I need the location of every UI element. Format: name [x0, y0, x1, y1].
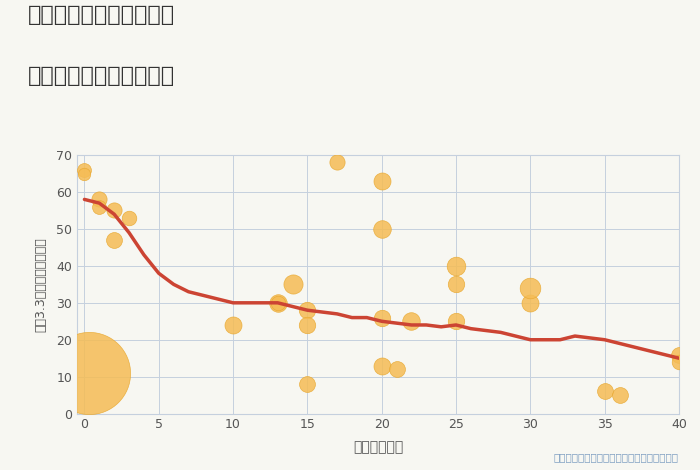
- Point: [302, 380, 313, 388]
- Point: [376, 314, 387, 321]
- Point: [228, 321, 239, 329]
- Point: [272, 299, 284, 306]
- Text: 築年数別中古戸建て価格: 築年数別中古戸建て価格: [28, 66, 175, 86]
- Point: [272, 299, 284, 306]
- Point: [525, 299, 536, 306]
- Point: [123, 214, 134, 222]
- Point: [79, 170, 90, 177]
- Point: [525, 284, 536, 292]
- Point: [376, 362, 387, 369]
- Point: [302, 321, 313, 329]
- Text: 円の大きさは、取引のあった物件面積を示す: 円の大きさは、取引のあった物件面積を示す: [554, 452, 679, 462]
- Point: [450, 262, 461, 270]
- Point: [391, 366, 402, 373]
- Point: [108, 207, 120, 214]
- Point: [450, 281, 461, 288]
- Point: [450, 318, 461, 325]
- Text: 三重県松阪市上蛸路町の: 三重県松阪市上蛸路町の: [28, 5, 175, 25]
- Point: [376, 177, 387, 185]
- Point: [614, 392, 625, 399]
- Point: [406, 318, 417, 325]
- Point: [108, 236, 120, 244]
- Point: [332, 159, 343, 166]
- Point: [287, 281, 298, 288]
- Point: [376, 225, 387, 233]
- X-axis label: 築年数（年）: 築年数（年）: [353, 440, 403, 454]
- Point: [94, 203, 105, 211]
- Point: [83, 369, 94, 377]
- Point: [302, 306, 313, 314]
- Y-axis label: 坪（3.3㎡）単価（万円）: 坪（3.3㎡）単価（万円）: [35, 237, 48, 332]
- Point: [79, 166, 90, 173]
- Point: [673, 358, 685, 366]
- Point: [673, 351, 685, 358]
- Point: [94, 196, 105, 203]
- Point: [599, 388, 610, 395]
